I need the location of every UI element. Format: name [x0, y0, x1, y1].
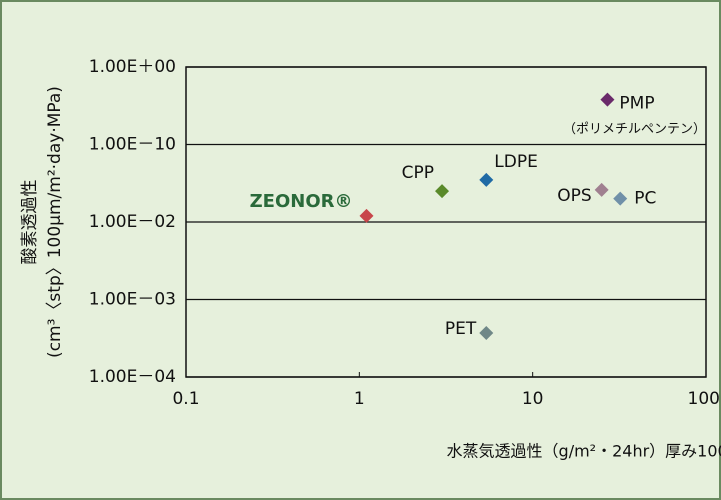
- x-tick-label: 1: [354, 389, 365, 409]
- point-label: LDPE: [494, 152, 538, 172]
- annotation: （ポリメチルペンテン）: [563, 122, 706, 137]
- y-tick-label: 1.00E－03: [89, 290, 176, 310]
- y-tick-label: 1.00E－04: [89, 367, 176, 387]
- point: [435, 184, 450, 199]
- point: [594, 182, 609, 197]
- x-tick-label: 0.1: [172, 389, 199, 409]
- point-label: PMP: [619, 94, 654, 114]
- y-tick-label: 1.00E＋00: [89, 57, 176, 77]
- point-label: OPS: [557, 186, 591, 206]
- point: [479, 325, 494, 340]
- point-label: PET: [445, 319, 477, 339]
- point-label: PC: [634, 189, 656, 209]
- y-tick-label: 1.00E－02: [89, 212, 176, 232]
- point-label: CPP: [402, 163, 434, 183]
- y-axis-label: (cm³〈stp〉100μm/m²·day·MPa): [45, 86, 65, 358]
- y-axis-label: 酸素透過性: [20, 180, 40, 265]
- point-label: ZEONOR®: [250, 191, 353, 212]
- point: [613, 191, 628, 206]
- point: [479, 172, 494, 187]
- x-tick-label: 10: [522, 389, 544, 409]
- point: [600, 92, 615, 107]
- point: [359, 208, 374, 223]
- y-tick-label: 1.00E－10: [89, 135, 176, 155]
- x-axis-label: 水蒸気透過性（g/m²・24hr）厚み100μm: [447, 442, 721, 461]
- x-tick-label: 100: [688, 389, 720, 409]
